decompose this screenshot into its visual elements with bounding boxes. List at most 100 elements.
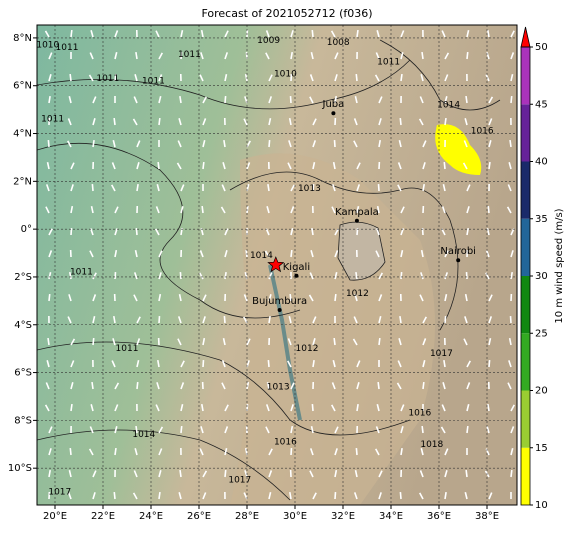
colorbar-tick-label: 30 <box>535 271 548 282</box>
contour-label: 1017 <box>430 349 453 359</box>
wind-barb <box>356 74 357 81</box>
city-dot <box>331 111 335 115</box>
y-tick-label: 8°N <box>13 33 32 44</box>
wind-barb <box>202 206 203 213</box>
wind-barb <box>511 470 512 477</box>
contour-label: 1018 <box>420 440 443 450</box>
city-label: Kampala <box>335 207 379 218</box>
contour-label: 1016 <box>408 409 431 419</box>
wind-barb <box>159 492 160 499</box>
wind-barb <box>489 360 490 367</box>
city-label: Kigali <box>283 262 310 273</box>
wind-barb <box>510 140 511 147</box>
contour-label: 1016 <box>471 127 494 137</box>
contour-label: 1014 <box>132 430 155 440</box>
wind-barb <box>356 272 357 279</box>
wind-barb <box>268 360 269 367</box>
city-dot <box>355 219 359 223</box>
wind-barb <box>136 228 137 235</box>
wind-barb <box>378 382 379 389</box>
wind-barb <box>445 492 446 499</box>
wind-barb <box>400 492 401 499</box>
wind-barb <box>466 470 467 477</box>
colorbar-tick-label: 35 <box>535 214 548 225</box>
x-tick-label: 20°E <box>43 511 67 522</box>
wind-barb <box>49 294 50 301</box>
contour-label: 1011 <box>96 74 119 84</box>
wind-barb <box>71 404 72 411</box>
contour-label: 1013 <box>298 184 321 194</box>
wind-barb <box>312 30 313 37</box>
wind-barb <box>489 162 490 169</box>
wind-barb <box>92 382 93 389</box>
colorbar-extend <box>521 27 530 47</box>
chart-title: Forecast of 2021052712 (f036) <box>201 7 372 20</box>
wind-barb <box>422 426 423 433</box>
wind-barb <box>401 272 402 279</box>
x-tick-label: 30°E <box>283 511 307 522</box>
x-tick-label: 22°E <box>91 511 115 522</box>
wind-barb <box>444 162 445 169</box>
wind-barb <box>114 492 115 499</box>
wind-barb <box>224 140 225 147</box>
x-tick-label: 38°E <box>475 511 499 522</box>
contour-label: 1012 <box>296 344 319 354</box>
colorbar-tick-label: 10 <box>535 500 548 511</box>
wind-barb <box>137 184 138 191</box>
colorbar-label: 10 m wind speed (m/s) <box>554 208 565 323</box>
wind-barb <box>70 448 71 455</box>
wind-barb <box>445 118 446 125</box>
colorbar-segment <box>521 47 530 104</box>
colorbar-tick-label: 25 <box>535 328 548 339</box>
city-label: Nairobi <box>440 246 476 257</box>
wind-barb <box>70 74 71 81</box>
wind-barb <box>48 140 49 147</box>
contour-label: 1011 <box>41 115 64 125</box>
wind-barb <box>181 426 182 433</box>
x-tick-label: 36°E <box>427 511 451 522</box>
wind-barb <box>93 338 94 345</box>
y-tick-label: 6°N <box>13 81 32 92</box>
wind-barb <box>225 470 226 477</box>
wind-barb <box>401 448 402 455</box>
wind-barb <box>115 448 116 455</box>
wind-barb <box>71 30 72 37</box>
wind-barb <box>49 96 50 103</box>
wind-barb <box>400 118 401 125</box>
colorbar-tick-label: 15 <box>535 443 548 454</box>
wind-barb <box>225 272 226 279</box>
wind-barb <box>334 338 335 345</box>
wind-barb <box>488 404 489 411</box>
wind-barb <box>312 404 313 411</box>
contour-label: 1012 <box>346 289 369 299</box>
contour-label: 1011 <box>56 43 79 53</box>
contour-label: 1011 <box>70 268 93 278</box>
colorbar-tick-label: 45 <box>535 99 548 110</box>
contour-label: 1011 <box>142 76 165 86</box>
y-tick-label: 2°S <box>14 272 32 283</box>
y-tick-label: 2°N <box>13 176 32 187</box>
wind-barb <box>466 96 467 103</box>
city-label: Juba <box>322 99 345 110</box>
wind-barb <box>312 228 313 235</box>
wind-barb <box>444 360 445 367</box>
wind-barb <box>180 96 181 103</box>
wind-barb <box>356 448 357 455</box>
wind-barb <box>268 184 269 191</box>
wind-barb <box>137 382 138 389</box>
wind-barb <box>159 118 160 125</box>
contour-label: 1014 <box>250 251 273 261</box>
city-dot <box>294 274 298 278</box>
wind-barb <box>136 52 137 59</box>
colorbar-tick-label: 50 <box>535 42 548 53</box>
wind-barb <box>423 382 424 389</box>
wind-barb <box>422 52 423 59</box>
wind-barb <box>445 316 446 323</box>
colorbar-segment <box>521 162 530 219</box>
x-tick-label: 32°E <box>331 511 355 522</box>
x-tick-label: 34°E <box>379 511 403 522</box>
contour-label: 1014 <box>437 100 460 110</box>
contour-label: 1017 <box>48 488 71 498</box>
